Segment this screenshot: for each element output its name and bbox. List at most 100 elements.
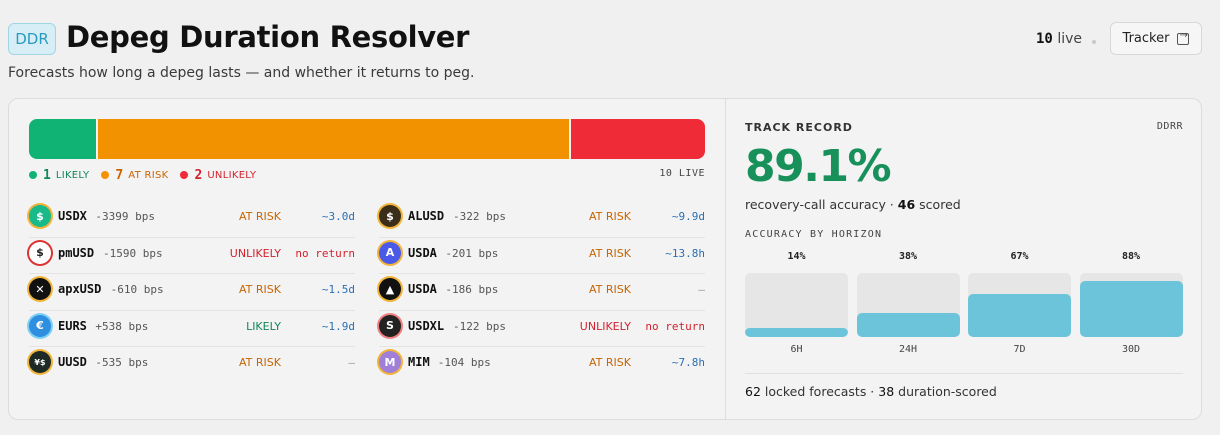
legend-count: 7 (115, 167, 124, 183)
legend-dot (29, 171, 37, 179)
usdx-dollar-icon: $ (29, 205, 51, 227)
legend-label: AT RISK (128, 169, 169, 181)
status-label: UNLIKELY (579, 319, 631, 333)
table-row[interactable]: M MIM -104 bps AT RISK ~7.8h (379, 347, 705, 384)
horizon-label: 7D (1013, 344, 1026, 355)
panel-divider (745, 373, 1183, 374)
asset-symbol: USDX (58, 209, 87, 223)
deviation-bps: -186 bps (445, 283, 499, 296)
alusd-dollar-icon: $ (379, 205, 401, 227)
asset-symbol: UUSD (58, 355, 87, 369)
mim-icon: M (379, 351, 401, 373)
horizon-track (745, 273, 848, 337)
asset-symbol: apxUSD (58, 282, 102, 296)
table-row[interactable]: ✕ apxUSD -610 bps AT RISK ~1.5d (29, 274, 355, 311)
status-label: AT RISK (589, 356, 631, 369)
external-link-icon (1177, 30, 1190, 45)
status-label: AT RISK (589, 246, 631, 260)
live-label: live (1057, 31, 1082, 47)
legend-label: UNLIKELY (207, 169, 257, 181)
scored-label: scored (919, 197, 961, 212)
tracker-button[interactable]: Tracker (1110, 22, 1202, 55)
table-row[interactable]: $ pmUSD -1590 bps UNLIKELY no return (29, 238, 355, 274)
card-divider (725, 99, 726, 419)
usda-triangle-icon: ▲ (379, 278, 401, 300)
deviation-bps: +538 bps (95, 319, 149, 333)
horizon-label: 6H (790, 344, 803, 355)
horizon-fill (856, 313, 960, 337)
status-label: AT RISK (589, 210, 631, 223)
legend-dot (180, 171, 189, 179)
duration-count: 38 (878, 384, 895, 399)
horizon-label: 24H (898, 344, 918, 355)
table-row[interactable]: $ USDX -3399 bps AT RISK ~3.0d (29, 201, 355, 238)
resolver-card: 1 LIKELY 7 AT RISK 2 UNLIKELY 10 LIVE $ USDX -3… (8, 98, 1202, 420)
deviation-bps: -122 bps (453, 319, 506, 333)
deviation-bps: -1590 bps (103, 246, 163, 260)
accuracy-label: recovery-call accuracy · (745, 197, 894, 212)
status-segment-at-risk (98, 119, 569, 159)
horizon-percent: 88% (1121, 251, 1141, 262)
asset-symbol: pmUSD (58, 245, 95, 260)
legend-item: 1 LIKELY (29, 168, 89, 183)
horizon-track (968, 273, 1071, 337)
deviation-bps: -535 bps (95, 356, 149, 369)
horizon-fill (745, 328, 848, 337)
duration-label: duration-scored (898, 384, 997, 399)
deviation-bps: -201 bps (445, 246, 499, 260)
status-label: UNLIKELY (229, 246, 281, 260)
status-label: AT RISK (589, 283, 631, 296)
app-badge: DDR (8, 23, 56, 55)
status-label: AT RISK (239, 356, 281, 369)
legend-label: LIKELY (55, 169, 90, 181)
page-header: DDR Depeg Duration Resolver 10 live Trac… (8, 18, 1202, 62)
usdxl-icon: S (379, 314, 401, 337)
table-row[interactable]: ¥$ UUSD -535 bps AT RISK — (29, 347, 355, 384)
horizon-percent: 14% (787, 251, 806, 262)
locked-label: locked forecasts · (764, 384, 875, 399)
table-row[interactable]: ▲ USDA -186 bps AT RISK — (379, 274, 705, 311)
status-legend: 1 LIKELY 7 AT RISK 2 UNLIKELY 10 LIVE (29, 167, 705, 183)
duration-estimate: no return (295, 246, 355, 260)
duration-estimate: ~1.9d (321, 319, 355, 333)
duration-estimate: — (348, 356, 355, 369)
duration-estimate: ~9.9d (671, 210, 705, 223)
legend-item: 7 AT RISK (101, 168, 168, 183)
horizon-fill (1079, 281, 1183, 337)
horizon-track (856, 273, 960, 337)
asset-symbol: USDA (408, 282, 437, 296)
deviation-bps: -3399 bps (95, 210, 155, 223)
locked-count: 62 (745, 384, 761, 399)
apxusd-x-icon: ✕ (29, 278, 51, 300)
asset-symbol: MIM (408, 355, 430, 369)
table-row[interactable]: S USDXL -122 bps UNLIKELY no return (379, 311, 705, 347)
tracker-button-label: Tracker (1122, 31, 1170, 46)
table-row[interactable]: € EURS +538 bps LIKELY ~1.9d (29, 311, 355, 347)
legend-count: 2 (194, 167, 203, 183)
pmusd-dollar-icon: $ (29, 241, 51, 264)
legend-dot (101, 171, 110, 179)
depeg-list-left: $ USDX -3399 bps AT RISK ~3.0d $ pmUSD -1590 bp… (29, 201, 355, 384)
track-record-code: DDRR (1156, 121, 1183, 132)
duration-estimate: ~7.8h (671, 356, 705, 369)
page-subtitle: Forecasts how long a depeg lasts — and w… (8, 65, 475, 81)
deviation-bps: -322 bps (453, 210, 506, 223)
track-record-panel: TRACK RECORD DDRR 89.1% recovery-call ac… (745, 99, 1183, 419)
horizon-title: ACCURACY BY HORIZON (745, 229, 883, 240)
horizon-percent: 38% (898, 251, 918, 262)
status-segment-unlikely (570, 119, 705, 159)
status-segment-likely (29, 119, 97, 159)
status-distribution-bar (29, 119, 705, 159)
status-label: AT RISK (239, 210, 281, 223)
asset-symbol: ALUSD (408, 209, 445, 223)
horizon-label: 30D (1121, 344, 1141, 355)
horizon-fill (968, 294, 1071, 337)
eurs-euro-icon: € (29, 314, 51, 337)
status-label: LIKELY (246, 319, 281, 333)
depeg-list-right: $ ALUSD -322 bps AT RISK ~9.9d A USDA -201 bps A… (379, 201, 705, 384)
table-row[interactable]: $ ALUSD -322 bps AT RISK ~9.9d (379, 201, 705, 238)
deviation-bps: -104 bps (437, 356, 491, 369)
legend-item: 2 UNLIKELY (180, 168, 256, 183)
table-row[interactable]: A USDA -201 bps AT RISK ~13.8h (379, 238, 705, 274)
live-indicator: 10 live (1036, 31, 1082, 47)
